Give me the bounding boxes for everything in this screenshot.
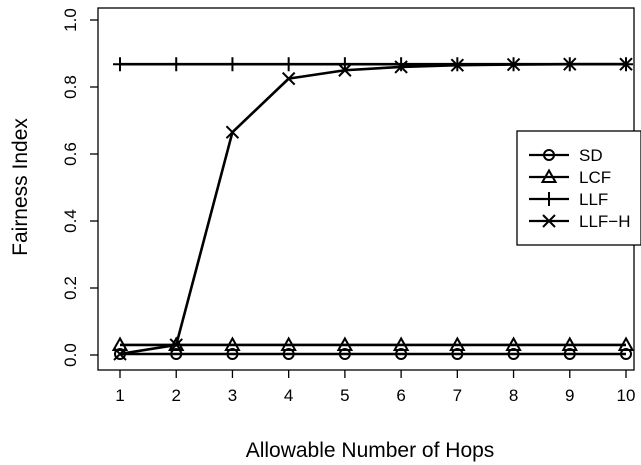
legend-label: LCF [579, 168, 611, 187]
data-point [111, 336, 129, 351]
legend-box [516, 130, 641, 246]
data-point [113, 57, 127, 72]
x-tick-label: 3 [228, 386, 237, 405]
legend: SD LCF LLF LLF−H [516, 130, 641, 246]
data-point [169, 57, 184, 72]
y-tick-label: 0.2 [61, 276, 80, 300]
series-cross [113, 57, 633, 361]
legend-item: LLF−H [529, 212, 631, 231]
legend-item: LLF [529, 190, 608, 209]
data-point [169, 338, 183, 352]
series-triangle [111, 336, 635, 351]
data-point [563, 57, 577, 71]
legend-marker [542, 214, 556, 228]
y-tick-label: 0.0 [61, 343, 80, 367]
x-axis-title: Allowable Number of Hops [246, 439, 495, 462]
legend-marker [543, 149, 555, 161]
data-point [336, 336, 354, 351]
x-tick-label: 1 [115, 386, 124, 405]
x-tick-label: 6 [396, 386, 405, 405]
legend-label: LLF−H [579, 212, 631, 231]
data-point [280, 336, 297, 351]
x-tick-label: 5 [340, 386, 349, 405]
data-point [225, 125, 240, 139]
series-line [119, 62, 626, 356]
x-tick-label: 2 [171, 386, 180, 405]
x-tick-label: 8 [509, 386, 518, 405]
data-point [506, 57, 521, 72]
x-tick-label: 10 [617, 386, 636, 405]
data-point [619, 57, 633, 71]
legend-marker [542, 192, 556, 206]
data-point [505, 336, 522, 351]
legend-item: SD [529, 146, 603, 165]
data-point [392, 336, 410, 351]
data-point [113, 347, 127, 361]
data-point [394, 60, 408, 74]
data-point [224, 336, 241, 351]
x-tick-label: 9 [565, 386, 574, 405]
data-point [617, 336, 635, 351]
y-tick-label: 0.8 [61, 75, 80, 99]
y-tick-label: 0.6 [61, 142, 80, 166]
data-point [338, 63, 352, 77]
data-point [450, 58, 465, 72]
legend-label: LLF [579, 190, 608, 209]
x-tick-label: 7 [453, 386, 462, 405]
data-point [281, 57, 296, 72]
data-point [449, 336, 466, 351]
legend-item: LCF [529, 168, 611, 187]
data-point [394, 57, 409, 72]
x-tick-label: 4 [284, 386, 293, 405]
data-point [225, 57, 240, 72]
legend-marker [540, 168, 558, 183]
y-axis-title: Fairness Index [9, 118, 32, 256]
y-tick-label: 1.0 [61, 8, 80, 32]
series-circle [114, 347, 632, 360]
y-tick-label: 0.4 [61, 209, 80, 233]
data-point [561, 336, 578, 351]
legend-label: SD [579, 146, 603, 165]
data-point [281, 71, 296, 86]
